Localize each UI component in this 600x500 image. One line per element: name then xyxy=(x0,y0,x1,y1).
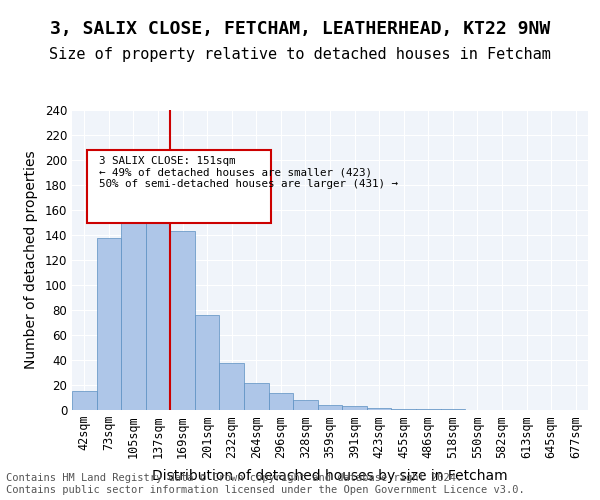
Bar xyxy=(97,238,121,410)
Bar xyxy=(391,409,416,410)
Bar xyxy=(440,409,465,410)
Y-axis label: Number of detached properties: Number of detached properties xyxy=(24,150,38,370)
Bar xyxy=(293,400,318,410)
Text: 3, SALIX CLOSE, FETCHAM, LEATHERHEAD, KT22 9NW: 3, SALIX CLOSE, FETCHAM, LEATHERHEAD, KT… xyxy=(50,20,550,38)
Bar xyxy=(146,200,170,410)
FancyBboxPatch shape xyxy=(87,150,271,222)
Bar xyxy=(269,392,293,410)
Bar xyxy=(72,391,97,410)
Bar xyxy=(170,231,195,410)
Bar xyxy=(220,362,244,410)
Bar xyxy=(244,382,269,410)
Text: 3 SALIX CLOSE: 151sqm
← 49% of detached houses are smaller (423)
50% of semi-det: 3 SALIX CLOSE: 151sqm ← 49% of detached … xyxy=(99,156,398,190)
Bar xyxy=(121,164,146,410)
Bar xyxy=(318,405,342,410)
Bar xyxy=(416,409,440,410)
Bar xyxy=(342,406,367,410)
Bar xyxy=(195,315,220,410)
Bar xyxy=(367,408,391,410)
Text: Size of property relative to detached houses in Fetcham: Size of property relative to detached ho… xyxy=(49,48,551,62)
X-axis label: Distribution of detached houses by size in Fetcham: Distribution of detached houses by size … xyxy=(152,468,508,482)
Text: Contains HM Land Registry data © Crown copyright and database right 2024.
Contai: Contains HM Land Registry data © Crown c… xyxy=(6,474,525,495)
